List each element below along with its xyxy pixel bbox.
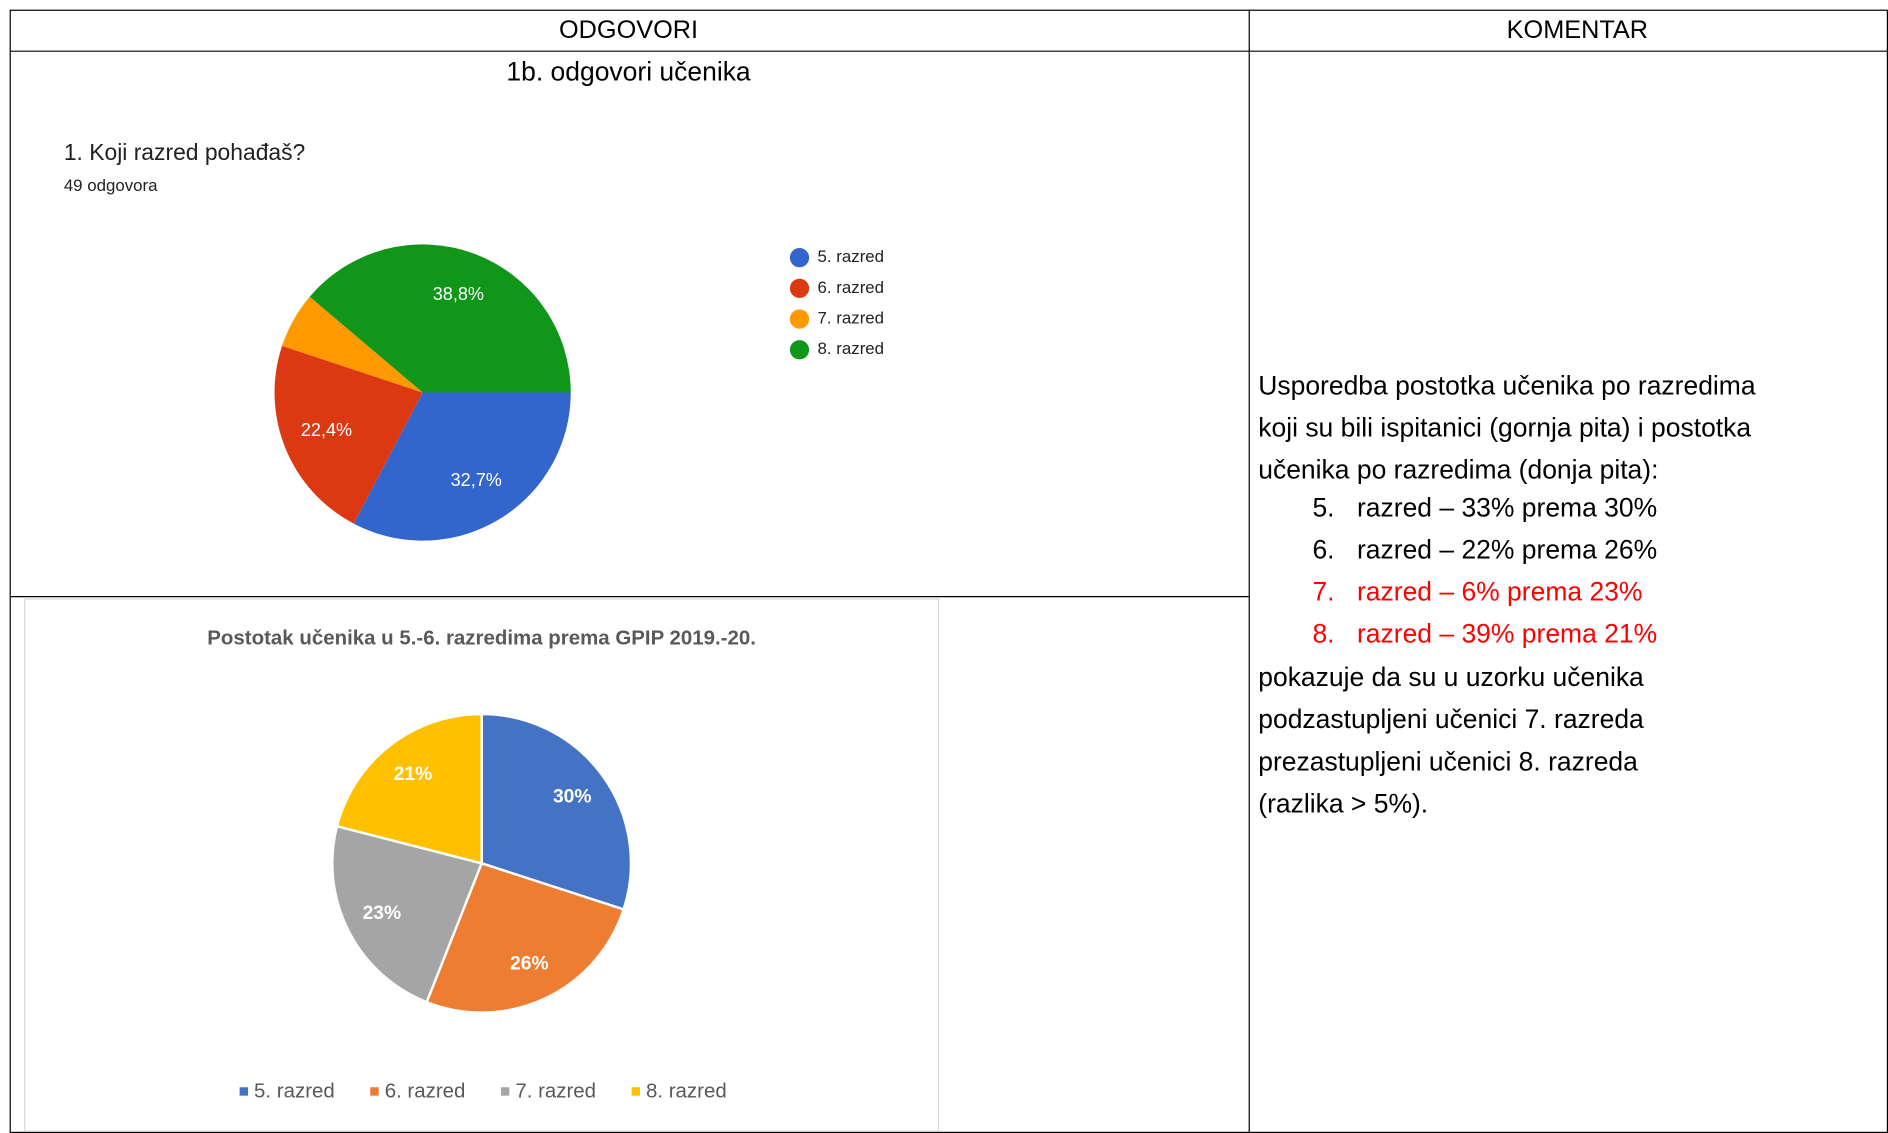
comment-line: učenika po razredima (donja pita): [1258,455,1658,485]
comment-line: (razlika > 5%). [1258,789,1428,819]
pie-slice [425,861,626,1014]
data-label: 38,8% [433,284,484,304]
legend-label: 8. razred [818,339,884,358]
data-label: 30% [553,787,592,808]
chart-title: Postotak učenika u 5.-6. razredima prema… [207,627,756,650]
pie-slice [353,392,571,541]
data-label: 23% [363,903,402,924]
chart-frame [24,598,940,1132]
comment-line: Usporedba postotka učenika po razredima [1258,371,1756,401]
header-cell: KOMENTAR [1507,16,1648,44]
list-item: razred – 22% prema 26% [1357,534,1657,564]
data-label: 32,7% [451,470,502,490]
pie-slice [309,244,571,393]
section-title: 1b. odgovori učenika [506,56,751,86]
legend-marker [239,1087,249,1096]
chart-title: 1. Koji razred pohađaš? [64,139,305,165]
legend-label: 6. razred [818,278,884,297]
legend-marker [500,1087,510,1096]
header-cell: ODGOVORI [559,16,698,44]
legend-label: 5. razred [818,247,884,266]
list-number: 6. [1312,534,1334,564]
pie-slice [331,824,484,1004]
list-item: razred – 33% prema 30% [1357,492,1657,522]
comment-line: koji su bili ispitanici (gornja pita) i … [1258,413,1751,443]
pie-slice [335,712,483,865]
list-number: 7. [1312,577,1334,607]
table-borders [9,9,1888,1133]
legend-label: 7. razred [818,309,884,328]
legend-label: 7. razred [515,1079,596,1102]
list-number: 5. [1312,492,1334,522]
legend-label: 6. razred [385,1079,466,1102]
data-label: 22,4% [301,420,352,440]
pie-slice [282,296,423,393]
legend-marker [631,1087,640,1096]
data-label: 26% [510,954,549,975]
data-label: 21% [394,764,433,785]
list-item: razred – 6% prema 23% [1357,577,1642,607]
pie-slice [274,345,423,524]
list-item: razred – 39% prema 21% [1357,619,1657,649]
comment-line: pokazuje da su u uzorku učenika [1258,662,1644,692]
list-number: 8. [1312,619,1334,649]
pie-slice [480,712,633,911]
comment-line: podzastupljeni učenici 7. razreda [1258,704,1644,734]
legend-marker [370,1087,379,1096]
chart-subtitle: 49 odgovora [64,176,158,195]
legend-label: 8. razred [646,1079,727,1102]
legend-label: 5. razred [254,1079,335,1102]
legend-marker [789,309,810,329]
table-frame [9,9,1888,1133]
comment-line: prezastupljeni učenici 8. razreda [1258,746,1638,776]
legend-marker [789,278,810,298]
legend-marker [789,248,810,268]
legend-marker [789,340,810,360]
